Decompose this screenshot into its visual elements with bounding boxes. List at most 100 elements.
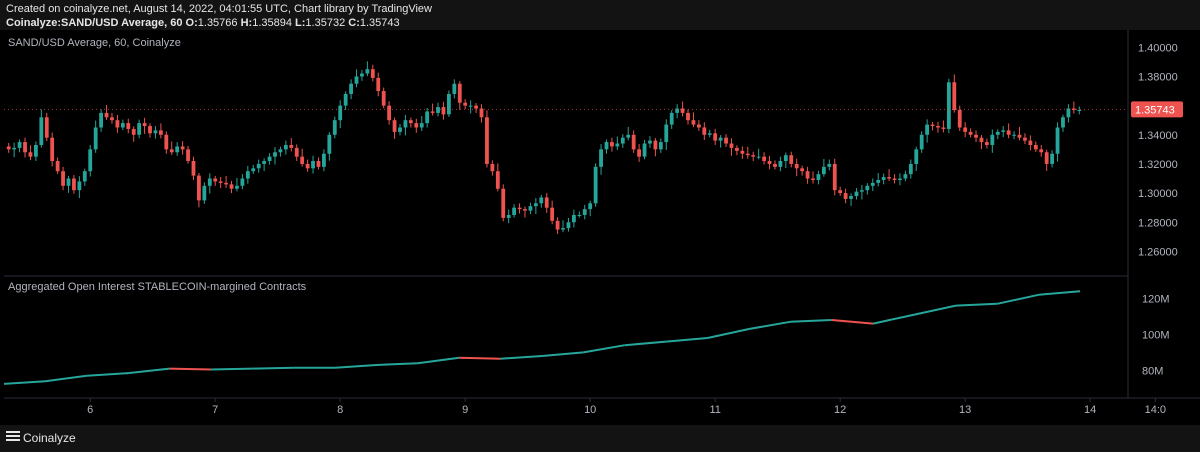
price-tick-label: 1.40000	[1138, 42, 1178, 54]
candle	[186, 145, 190, 164]
candle-body	[952, 82, 957, 110]
candle-body	[322, 153, 326, 167]
candle-body	[631, 134, 636, 150]
candle	[582, 204, 587, 220]
candle-body	[984, 142, 989, 145]
candle-body	[745, 153, 750, 156]
oi-line-segment	[541, 351, 584, 357]
candle-body	[430, 111, 435, 113]
candle-body	[783, 155, 788, 162]
candle	[169, 141, 174, 155]
candle	[794, 158, 799, 177]
candle	[653, 137, 658, 157]
candle-body	[870, 182, 875, 186]
candle	[729, 138, 734, 156]
candle-body	[425, 111, 430, 124]
candle-body	[544, 197, 549, 208]
candle-body	[593, 166, 598, 204]
candle	[131, 126, 136, 142]
candle	[849, 193, 853, 206]
candle-body	[876, 179, 881, 183]
candle	[463, 99, 468, 110]
candle	[523, 206, 527, 218]
candle-body	[115, 120, 120, 128]
candle-body	[419, 123, 424, 128]
candle	[365, 61, 370, 77]
price-pane-title: SAND/USD Average, 60, Coinalyze	[8, 37, 181, 49]
candle-body	[93, 127, 98, 150]
candle-body	[713, 133, 718, 141]
candle-body	[278, 149, 283, 153]
oi-line-segment	[1038, 290, 1081, 296]
candle	[930, 121, 935, 131]
candle-body	[919, 134, 924, 150]
candle	[218, 177, 223, 189]
candle-body	[28, 152, 33, 157]
candle	[648, 136, 652, 148]
candle	[881, 173, 886, 185]
candle-body	[816, 174, 821, 180]
candle	[403, 114, 408, 136]
candle-body	[463, 102, 468, 106]
candle-body	[854, 191, 859, 197]
candle	[832, 158, 837, 196]
candle	[1017, 126, 1022, 141]
candle	[207, 173, 212, 194]
candle-body	[767, 161, 772, 164]
candle	[408, 117, 413, 128]
candle	[1077, 106, 1082, 115]
candle	[99, 109, 104, 132]
candle-body	[735, 147, 739, 151]
candle-body	[843, 193, 848, 199]
candle	[414, 118, 419, 133]
high-label: H:	[240, 17, 253, 29]
candle	[952, 74, 957, 113]
oi-line-segment	[583, 344, 625, 354]
candle-body	[669, 112, 674, 125]
candle	[240, 174, 245, 190]
candle-body	[142, 123, 147, 127]
candle-body	[832, 163, 837, 191]
candle	[338, 100, 343, 129]
candle	[724, 134, 728, 148]
candle-body	[925, 124, 930, 135]
candle	[164, 131, 169, 154]
candle	[490, 160, 495, 176]
candle	[283, 140, 288, 155]
candle-body	[218, 181, 223, 183]
candle	[398, 123, 402, 136]
candle	[517, 203, 522, 214]
chart-canvas[interactable]: 1.400001.380001.360001.340001.320001.300…	[0, 30, 1200, 426]
candle	[995, 129, 1000, 140]
candle	[860, 184, 864, 200]
candle-body	[169, 149, 174, 153]
footer: Coinalyze	[0, 425, 1200, 452]
candle	[1001, 126, 1006, 138]
brand-logo[interactable]: Coinalyze	[6, 431, 76, 445]
candle	[175, 142, 180, 156]
candle	[626, 126, 631, 141]
time-tick-label: 11	[709, 404, 720, 416]
candle	[1071, 101, 1076, 114]
time-tick-label: 7	[212, 404, 218, 416]
candle	[17, 139, 22, 153]
candle-body	[88, 149, 93, 172]
oi-line-segment	[914, 304, 957, 316]
candle-body	[936, 126, 940, 128]
candle-body	[718, 137, 723, 141]
candle-body	[180, 146, 185, 150]
candle-body	[789, 155, 794, 164]
candle-body	[615, 143, 620, 147]
candle	[696, 120, 701, 131]
candle-body	[892, 178, 897, 180]
price-tick-label: 1.32000	[1138, 159, 1178, 171]
candle-body	[251, 168, 256, 172]
candle-body	[153, 130, 158, 134]
candle	[88, 144, 93, 177]
candle-body	[294, 147, 299, 157]
candle-body	[72, 178, 76, 191]
oi-line-segment	[748, 320, 791, 330]
candle-body	[1066, 108, 1071, 118]
candle	[1061, 114, 1065, 132]
candle	[273, 147, 277, 165]
